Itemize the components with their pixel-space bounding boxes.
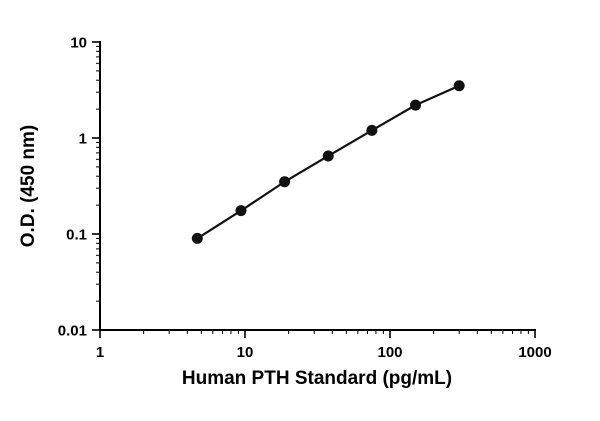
data-point: [322, 150, 334, 162]
x-axis-title: Human PTH Standard (pg/mL): [182, 368, 452, 389]
x-tick-label: 1000: [518, 344, 551, 361]
x-tick-label: 1: [96, 344, 104, 361]
y-tick-label: 0.1: [66, 227, 87, 244]
y-tick-label: 0.01: [58, 323, 87, 340]
x-tick-label: 10: [237, 344, 254, 361]
data-point: [191, 232, 203, 244]
y-tick-label: 1: [79, 131, 87, 148]
data-point: [235, 205, 247, 217]
y-tick-label: 10: [70, 35, 87, 52]
x-tick-label: 100: [377, 344, 402, 361]
data-point: [366, 124, 378, 136]
plot-layer: 1 10 100 1000 10 1 0.1 0.01: [58, 35, 552, 362]
data-point: [279, 176, 291, 188]
standard-curve-line: [196, 84, 461, 240]
data-point: [410, 99, 422, 111]
y-axis-title: O.D. (450 nm): [18, 125, 39, 247]
data-point: [453, 80, 465, 92]
